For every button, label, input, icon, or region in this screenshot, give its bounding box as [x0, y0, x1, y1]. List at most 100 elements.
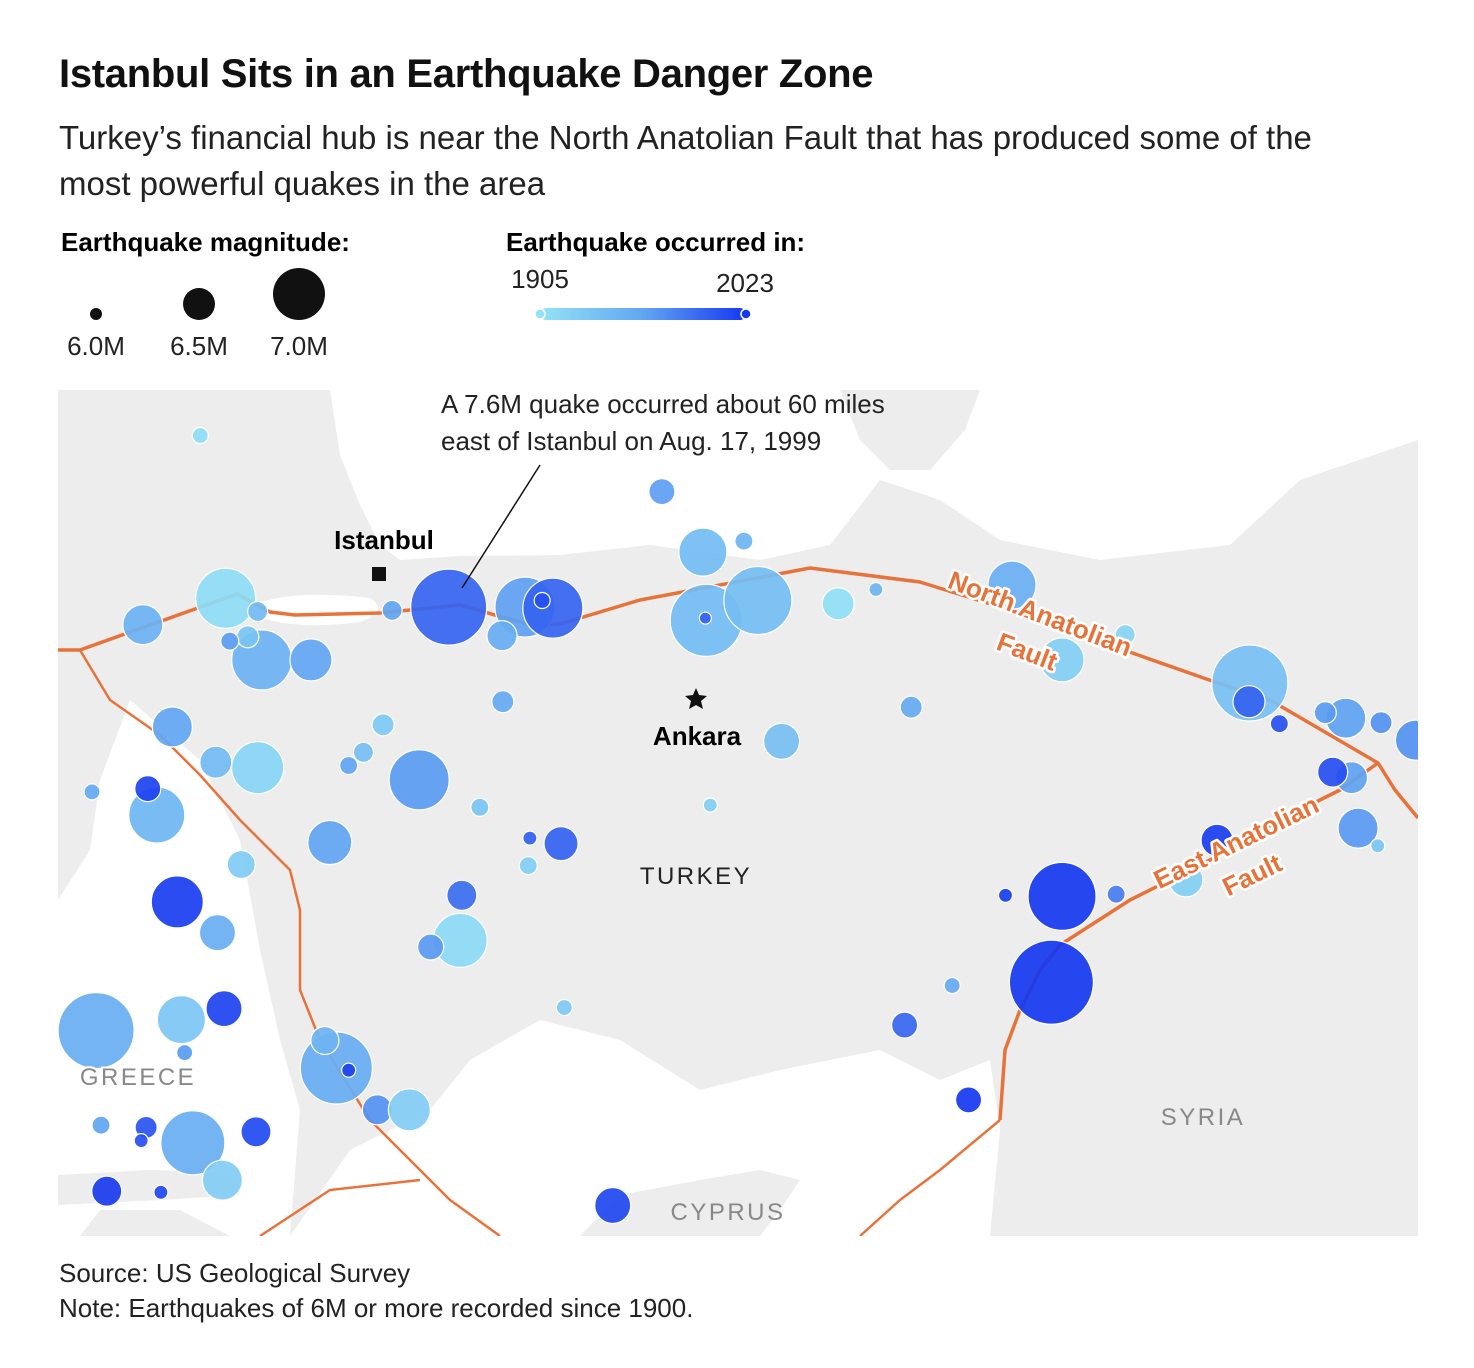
istanbul-marker — [372, 567, 386, 581]
quake — [1168, 862, 1204, 898]
basemap — [58, 390, 1418, 1236]
quake — [543, 825, 579, 862]
annotation-line: A 7.6M quake occurred about 60 miles — [441, 389, 885, 419]
quake — [307, 819, 353, 866]
quake — [160, 1110, 226, 1176]
quake — [891, 1011, 919, 1039]
plate-boundary — [859, 1119, 1001, 1236]
quake — [289, 638, 333, 682]
legend-size-label: 6.0M — [67, 331, 125, 361]
quake — [555, 998, 573, 1017]
quake — [1200, 823, 1234, 857]
title: Istanbul Sits in an Earthquake Danger Zo… — [59, 52, 874, 96]
quake — [1317, 756, 1349, 788]
quake — [1369, 710, 1393, 735]
quake — [339, 755, 359, 776]
city-label: Istanbul — [334, 525, 434, 555]
city-label: Ankara — [653, 721, 742, 751]
quake — [205, 989, 243, 1028]
quake — [1211, 644, 1289, 722]
quake — [868, 581, 884, 598]
black-sea — [330, 390, 1418, 560]
annotation-line: east of Istanbul on Aug. 17, 1999 — [441, 426, 821, 456]
quake — [417, 933, 445, 961]
subtitle: Turkey’s financial hub is near the North… — [59, 119, 1312, 202]
quake — [1370, 838, 1386, 854]
legend-size-circle — [90, 308, 102, 320]
quake — [150, 875, 204, 929]
quake — [91, 1115, 111, 1135]
year-legend-title: Earthquake occurred in: — [506, 227, 805, 257]
quake — [486, 620, 518, 652]
quake — [1337, 807, 1379, 849]
quake — [226, 849, 256, 880]
quake — [240, 1116, 272, 1148]
quake — [734, 531, 754, 551]
plate-boundary — [259, 1178, 421, 1236]
quake — [198, 914, 237, 952]
quake — [91, 1175, 123, 1207]
quake — [1394, 719, 1418, 761]
note: Note: Earthquakes of 6M or more recorded… — [59, 1293, 694, 1323]
quake — [410, 568, 488, 646]
country-label: GREECE — [80, 1064, 196, 1091]
legend-size-label: 7.0M — [270, 331, 328, 361]
quake — [954, 1086, 983, 1114]
year-label: 1905 — [511, 264, 569, 294]
country-label: SYRIA — [1161, 1104, 1246, 1131]
east-anatolian-fault-line — [998, 761, 1380, 1121]
quake — [594, 1186, 632, 1225]
quake — [176, 1043, 194, 1062]
quake — [247, 600, 269, 623]
quake — [151, 706, 193, 748]
quake — [310, 1025, 340, 1056]
quake — [518, 855, 538, 876]
quake — [1114, 623, 1136, 646]
quake — [231, 741, 285, 795]
quake — [446, 879, 478, 911]
legend-size-circle — [273, 268, 325, 320]
quake — [1106, 884, 1126, 904]
crimea — [840, 390, 980, 470]
quake — [1313, 701, 1337, 725]
quake — [191, 426, 209, 445]
quake — [470, 797, 490, 817]
quake — [341, 1062, 357, 1078]
cyprus — [580, 1170, 800, 1236]
quake — [388, 749, 450, 811]
mediterranean-sea — [290, 1020, 1000, 1236]
quake — [522, 577, 584, 639]
quake — [220, 631, 240, 651]
quake — [1232, 685, 1266, 719]
quake — [134, 774, 162, 803]
quake — [133, 1132, 149, 1149]
quake — [156, 994, 206, 1045]
quake — [352, 741, 375, 763]
quake — [236, 625, 260, 649]
year-end-dot — [740, 308, 752, 320]
quake — [1008, 939, 1095, 1025]
quake — [698, 611, 712, 625]
quake — [199, 745, 233, 779]
quake — [153, 1184, 169, 1200]
quake — [1027, 861, 1097, 932]
aegean-sea — [58, 700, 300, 1236]
footer: Source: US Geological Survey Note: Earth… — [59, 1256, 693, 1326]
quake — [201, 1159, 243, 1201]
legend-size-circle — [183, 288, 215, 320]
quake — [702, 797, 718, 813]
quake — [821, 587, 855, 621]
country-label: TURKEY — [640, 863, 752, 890]
quake — [648, 478, 676, 506]
quake — [899, 695, 923, 719]
legend-size-label: 6.5M — [170, 331, 228, 361]
year-end-dot — [534, 308, 546, 320]
magnitude-legend-title: Earthquake magnitude: — [61, 227, 350, 257]
annotation-leader — [461, 464, 541, 589]
year-label: 2023 — [716, 268, 774, 298]
quake — [371, 713, 395, 737]
quake — [83, 783, 101, 801]
quake — [1269, 714, 1289, 734]
quake — [723, 565, 793, 636]
